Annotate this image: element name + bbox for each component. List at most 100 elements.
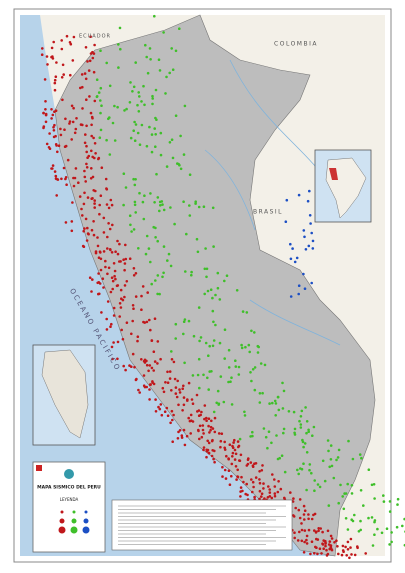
earthquake xyxy=(50,108,53,111)
earthquake xyxy=(110,251,114,254)
earthquake xyxy=(114,250,117,253)
earthquake xyxy=(183,361,186,365)
earthquake xyxy=(104,177,108,181)
earthquake xyxy=(390,531,393,534)
earthquake xyxy=(207,417,211,421)
earthquake xyxy=(54,109,58,112)
earthquake xyxy=(72,35,76,39)
earthquake xyxy=(244,345,247,349)
earthquake xyxy=(165,165,169,168)
earthquake xyxy=(141,200,145,204)
earthquake xyxy=(86,226,89,230)
earthquake xyxy=(84,77,88,81)
earthquake xyxy=(203,404,207,407)
earthquake xyxy=(329,458,333,461)
earthquake xyxy=(212,410,216,414)
earthquake xyxy=(141,285,145,288)
earthquake xyxy=(347,439,350,443)
earthquake xyxy=(335,458,338,462)
earthquake xyxy=(312,513,315,517)
earthquake xyxy=(167,252,171,256)
earthquake xyxy=(74,127,78,131)
earthquake xyxy=(159,403,163,406)
earthquake xyxy=(97,256,101,260)
earthquake xyxy=(214,323,217,327)
earthquake xyxy=(132,85,136,89)
earthquake xyxy=(50,117,53,120)
earthquake xyxy=(311,239,315,243)
earthquake xyxy=(160,413,164,417)
earthquake xyxy=(96,244,100,248)
earthquake xyxy=(148,388,151,391)
earthquake xyxy=(123,262,127,265)
earthquake xyxy=(145,359,148,363)
earthquake xyxy=(198,437,201,441)
earthquake xyxy=(122,203,125,207)
earthquake xyxy=(289,295,293,298)
earthquake xyxy=(85,98,88,101)
earthquake xyxy=(210,419,213,423)
earthquake xyxy=(125,321,129,325)
earthquake xyxy=(85,239,89,242)
earthquake xyxy=(150,150,154,154)
earthquake xyxy=(54,134,57,138)
earthquake xyxy=(276,457,280,461)
earthquake xyxy=(75,117,78,120)
earthquake xyxy=(188,173,192,176)
earthquake xyxy=(285,198,289,202)
earthquake xyxy=(208,431,211,434)
earthquake xyxy=(350,484,354,487)
earthquake xyxy=(110,203,114,207)
earthquake xyxy=(80,207,83,211)
earthquake xyxy=(296,539,300,542)
earthquake xyxy=(90,290,93,293)
earthquake xyxy=(302,504,306,508)
earthquake xyxy=(44,108,47,111)
earthquake xyxy=(310,281,314,285)
earthquake xyxy=(210,439,214,443)
earthquake xyxy=(65,183,68,186)
earthquake xyxy=(250,329,253,333)
earthquake xyxy=(132,129,135,132)
earthquake xyxy=(114,277,117,281)
earthquake xyxy=(173,377,177,381)
earthquake xyxy=(279,487,283,491)
earthquake xyxy=(268,491,272,494)
earthquake xyxy=(337,448,341,452)
earthquake xyxy=(205,455,208,459)
earthquake xyxy=(313,489,316,493)
earthquake xyxy=(297,508,301,512)
earthquake xyxy=(57,144,61,147)
earthquake xyxy=(168,141,172,144)
earthquake xyxy=(65,34,69,38)
earthquake xyxy=(173,222,176,226)
earthquake xyxy=(251,430,254,434)
earthquake xyxy=(150,282,153,286)
earthquake xyxy=(146,71,150,75)
earthquake xyxy=(84,46,88,49)
earthquake xyxy=(111,287,114,291)
earthquake xyxy=(305,534,309,538)
earthquake xyxy=(43,78,47,81)
earthquake xyxy=(218,298,222,301)
earthquake xyxy=(174,114,178,117)
earthquake xyxy=(223,446,226,450)
earthquake xyxy=(202,432,205,435)
earthquake xyxy=(108,248,112,251)
earthquake xyxy=(382,500,386,503)
earthquake xyxy=(72,106,75,110)
earthquake xyxy=(83,175,87,179)
earthquake xyxy=(184,270,187,273)
earthquake xyxy=(197,409,201,412)
earthquake xyxy=(239,490,242,493)
earthquake xyxy=(195,237,199,241)
earthquake xyxy=(70,104,74,108)
earthquake xyxy=(301,438,304,442)
earthquake xyxy=(64,221,68,224)
earthquake xyxy=(231,451,235,455)
earthquake xyxy=(357,530,361,533)
earthquake xyxy=(356,545,359,548)
earthquake xyxy=(237,373,241,376)
earthquake xyxy=(99,194,103,197)
map-title: MAPA SISMICO DEL PERU xyxy=(37,485,101,491)
